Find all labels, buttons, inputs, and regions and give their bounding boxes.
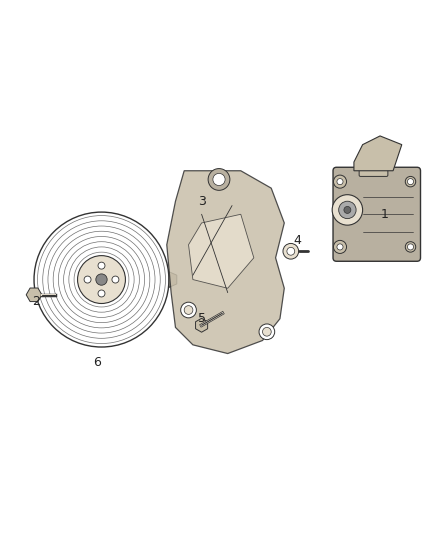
Text: 3: 3 [198, 195, 205, 208]
Circle shape [333, 175, 346, 188]
Circle shape [337, 244, 343, 250]
Circle shape [112, 276, 119, 283]
Circle shape [259, 324, 275, 340]
Circle shape [98, 290, 105, 297]
Circle shape [215, 175, 223, 184]
Circle shape [287, 247, 295, 255]
Circle shape [211, 172, 227, 187]
Circle shape [213, 173, 225, 185]
Circle shape [405, 241, 416, 252]
Polygon shape [188, 214, 254, 288]
Circle shape [333, 240, 346, 254]
Polygon shape [354, 136, 402, 171]
Polygon shape [195, 318, 208, 332]
Circle shape [96, 274, 107, 285]
Polygon shape [167, 171, 284, 353]
Circle shape [407, 244, 413, 250]
Circle shape [184, 305, 193, 314]
Polygon shape [169, 272, 177, 287]
Circle shape [98, 262, 105, 269]
Circle shape [78, 256, 125, 303]
Circle shape [339, 201, 356, 219]
Text: 5: 5 [198, 312, 205, 325]
FancyBboxPatch shape [359, 156, 388, 176]
Circle shape [283, 244, 299, 259]
Circle shape [370, 152, 377, 159]
Text: 4: 4 [293, 234, 301, 247]
Circle shape [262, 327, 271, 336]
Text: 1: 1 [381, 208, 389, 221]
Circle shape [367, 149, 380, 162]
Text: 6: 6 [93, 356, 101, 369]
Text: 2: 2 [32, 295, 40, 308]
Circle shape [337, 179, 343, 184]
Circle shape [208, 168, 230, 190]
FancyBboxPatch shape [333, 167, 420, 261]
Circle shape [407, 179, 413, 184]
Circle shape [332, 195, 363, 225]
Circle shape [405, 176, 416, 187]
Polygon shape [26, 288, 42, 302]
Circle shape [344, 206, 351, 213]
Circle shape [181, 302, 196, 318]
Circle shape [84, 276, 91, 283]
